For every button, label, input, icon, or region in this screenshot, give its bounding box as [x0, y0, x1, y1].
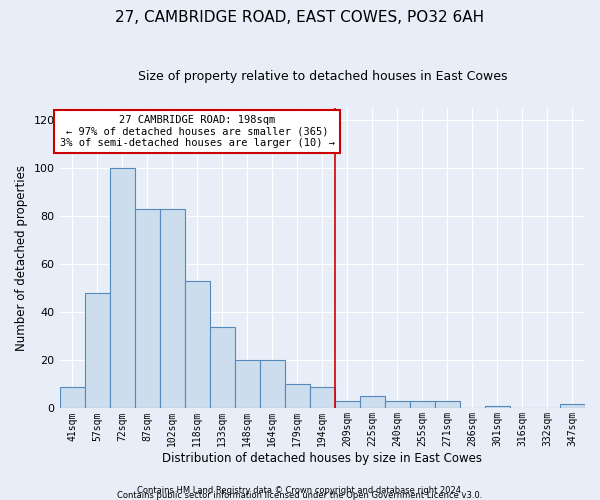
Bar: [385, 401, 410, 408]
Bar: [435, 401, 460, 408]
Bar: [209, 326, 235, 408]
Bar: [160, 209, 185, 408]
Bar: [560, 404, 585, 408]
Bar: [335, 401, 360, 408]
Bar: [110, 168, 134, 408]
Bar: [310, 387, 335, 408]
Bar: [285, 384, 310, 408]
Bar: [260, 360, 285, 408]
Bar: [85, 293, 110, 408]
Text: 27, CAMBRIDGE ROAD, EAST COWES, PO32 6AH: 27, CAMBRIDGE ROAD, EAST COWES, PO32 6AH: [115, 10, 485, 25]
Bar: [360, 396, 385, 408]
Bar: [59, 387, 85, 408]
Y-axis label: Number of detached properties: Number of detached properties: [15, 165, 28, 351]
Title: Size of property relative to detached houses in East Cowes: Size of property relative to detached ho…: [137, 70, 507, 83]
Bar: [134, 209, 160, 408]
Text: Contains public sector information licensed under the Open Government Licence v3: Contains public sector information licen…: [118, 491, 482, 500]
Text: Contains HM Land Registry data © Crown copyright and database right 2024.: Contains HM Land Registry data © Crown c…: [137, 486, 463, 495]
Bar: [235, 360, 260, 408]
Text: 27 CAMBRIDGE ROAD: 198sqm
← 97% of detached houses are smaller (365)
3% of semi-: 27 CAMBRIDGE ROAD: 198sqm ← 97% of detac…: [59, 115, 335, 148]
Bar: [410, 401, 435, 408]
X-axis label: Distribution of detached houses by size in East Cowes: Distribution of detached houses by size …: [162, 452, 482, 465]
Bar: [485, 406, 510, 408]
Bar: [185, 281, 209, 408]
